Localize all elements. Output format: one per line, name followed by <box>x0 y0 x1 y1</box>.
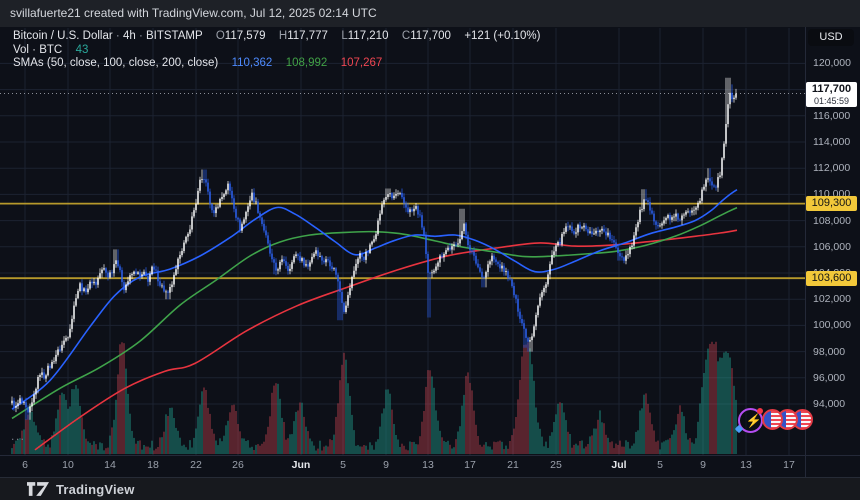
price-tick-label: 96,000 <box>813 371 846 384</box>
footer-bar: TradingView <box>0 477 860 500</box>
ohlc-close-letter: C <box>401 30 411 42</box>
ohlc-low-value: 117,210 <box>347 30 389 42</box>
reaction-coin-badges[interactable] <box>762 409 813 430</box>
time-tick-label: 26 <box>232 459 244 471</box>
symbol-name: Bitcoin / U.S. Dollar <box>13 30 113 42</box>
chart-more-ellipsis[interactable]: ... <box>11 429 26 443</box>
legend-symbol-row[interactable]: Bitcoin / U.S. Dollar · 4h · BITSTAMP O1… <box>13 30 541 42</box>
price-tick-label: 108,000 <box>813 214 851 227</box>
ohlc-open-letter: O <box>215 30 225 42</box>
time-tick-label: 13 <box>740 459 752 471</box>
sma100-value: 108,992 <box>285 57 328 69</box>
volume-value: 43 <box>75 43 89 56</box>
ohlc-close-value: 117,700 <box>410 30 451 42</box>
time-tick-label: Jun <box>291 459 311 471</box>
time-tick-label: 14 <box>104 459 116 471</box>
price-tick-label: 94,000 <box>813 398 846 410</box>
price-tick-label: 116,000 <box>813 109 851 122</box>
legend-sma-row[interactable]: SMAs (50, close, 100, close, 200, close)… <box>13 57 540 70</box>
tradingview-logo-icon[interactable] <box>27 482 49 496</box>
time-tick-label: 21 <box>507 459 519 471</box>
currency-toggle-button[interactable]: USD <box>808 29 854 46</box>
sma200-value: 107,267 <box>340 57 383 69</box>
sma-settings-label: SMAs (50, close, 100, close, 200, close) <box>13 57 219 69</box>
bar-change-value: +121 (+0.10%) <box>464 30 541 42</box>
sma50-value: 110,362 <box>231 57 273 69</box>
attribution-text: svillafuerte21 created with TradingView.… <box>10 6 377 20</box>
time-tick-label: 13 <box>422 459 434 471</box>
time-tick-label: Jul <box>611 459 627 471</box>
symbol-interval: 4h <box>122 30 136 42</box>
time-tick-label: 5 <box>340 459 346 471</box>
legend-volume-row[interactable]: Vol · BTC 43 <box>13 44 540 57</box>
bar-countdown: 01:45:59 <box>813 95 850 106</box>
alert-level-label-2: 103,600 <box>806 270 857 286</box>
boost-lightning-icon[interactable]: ⚡ <box>734 408 763 434</box>
ohlc-high-value: 117,777 <box>287 30 328 42</box>
time-tick-label: 5 <box>657 459 663 471</box>
price-tick-label: 114,000 <box>813 136 851 148</box>
time-tick-label: 6 <box>22 459 28 471</box>
price-axis[interactable]: 94,00096,00098,000100,000102,000104,0001… <box>806 27 860 455</box>
flag-coin-icon <box>762 409 783 430</box>
price-tick-label: 98,000 <box>813 345 846 358</box>
alert-level-label-1: 109,300 <box>806 196 857 212</box>
time-tick-label: 18 <box>147 459 159 471</box>
attribution-bar: svillafuerte21 created with TradingView.… <box>0 0 860 27</box>
price-axis-divider <box>805 27 806 477</box>
volume-label: Vol · BTC <box>13 43 63 56</box>
time-tick-label: 17 <box>464 459 476 471</box>
price-tick-label: 120,000 <box>813 57 851 70</box>
symbol-exchange: BITSTAMP <box>145 30 203 42</box>
current-price-value: 117,700 <box>811 82 852 95</box>
time-tick-label: 17 <box>783 459 795 471</box>
notification-dot-icon <box>757 408 763 414</box>
time-axis[interactable]: 6 10 14 18 22 26 Jun 5 9 13 17 21 25 Jul 5 9 13 17 <box>0 456 805 476</box>
ohlc-high-letter: H <box>278 30 288 42</box>
time-tick-label: 10 <box>62 459 74 471</box>
ohlc-open-value: 117,579 <box>224 30 266 42</box>
tradingview-wordmark[interactable]: TradingView <box>56 481 135 497</box>
price-tick-label: 112,000 <box>813 162 851 175</box>
time-tick-label: 9 <box>383 459 389 471</box>
lightning-icon: ⚡ <box>745 413 762 428</box>
time-tick-label: 9 <box>700 459 706 471</box>
ohlc-low-letter: L <box>341 30 348 42</box>
price-tick-label: 102,000 <box>813 293 851 306</box>
time-axis-divider <box>0 455 860 456</box>
chart-legend: Bitcoin / U.S. Dollar · 4h · BITSTAMP O1… <box>13 30 540 71</box>
price-tick-label: 106,000 <box>813 240 851 253</box>
time-tick-label: 22 <box>190 459 202 471</box>
price-tick-label: 100,000 <box>813 319 851 332</box>
current-price-label: 117,700 01:45:59 <box>806 81 857 107</box>
time-tick-label: 25 <box>550 459 562 471</box>
